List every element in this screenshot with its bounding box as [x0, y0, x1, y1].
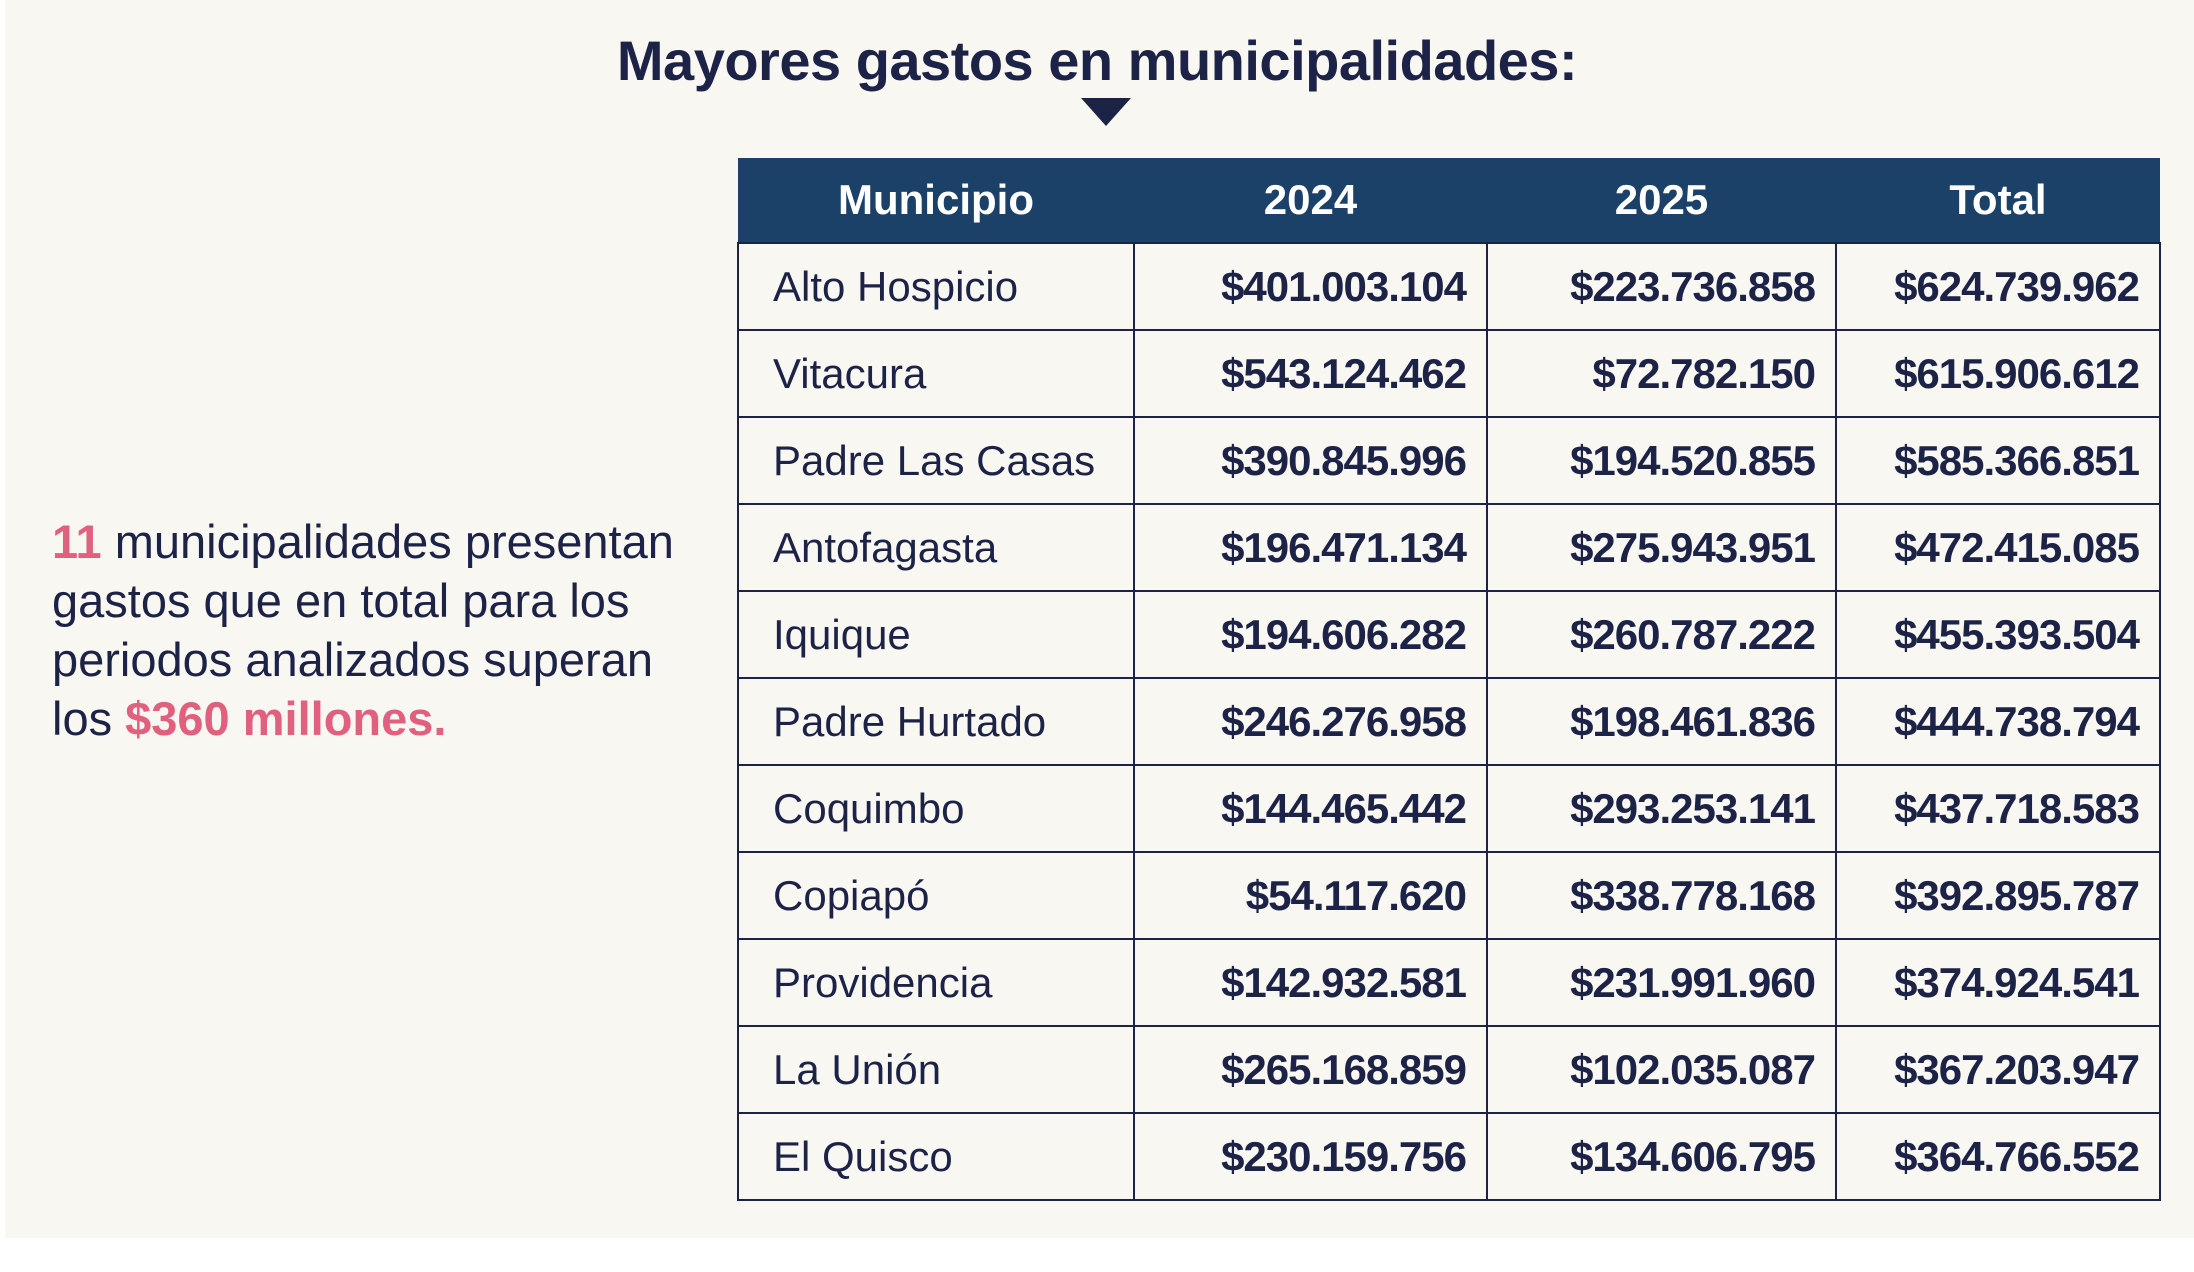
cell-2024: $401.003.104 — [1133, 242, 1488, 331]
count-highlight: 11 — [52, 515, 102, 568]
table-row: Providencia $142.932.581 $231.991.960 $374.… — [737, 938, 2161, 1027]
cell-total: $585.366.851 — [1835, 416, 2161, 505]
cell-municipio: Vitacura — [737, 329, 1135, 418]
table-row: Copiapó $54.117.620 $338.778.168 $392.895.7… — [737, 851, 2161, 940]
cell-2024: $54.117.620 — [1133, 851, 1488, 940]
cell-municipio: Antofagasta — [737, 503, 1135, 592]
cell-municipio: Copiapó — [737, 851, 1135, 940]
cell-total: $624.739.962 — [1835, 242, 2161, 331]
table-row: Iquique $194.606.282 $260.787.222 $455.393.… — [737, 590, 2161, 679]
table-row: Alto Hospicio $401.003.104 $223.736.858 $62… — [737, 242, 2161, 331]
header-2025: 2025 — [1487, 158, 1836, 243]
header-2024: 2024 — [1134, 158, 1487, 243]
cell-municipio: El Quisco — [737, 1112, 1135, 1201]
table-row: Coquimbo $144.465.442 $293.253.141 $437.718… — [737, 764, 2161, 853]
cell-2025: $194.520.855 — [1486, 416, 1837, 505]
cell-total: $455.393.504 — [1835, 590, 2161, 679]
cell-municipio: Providencia — [737, 938, 1135, 1027]
cell-2024: $390.845.996 — [1133, 416, 1488, 505]
cell-municipio: Iquique — [737, 590, 1135, 679]
expenses-table: Municipio 2024 2025 Total Alto Hospicio $… — [737, 158, 2161, 1201]
down-arrow-icon — [1081, 98, 1131, 126]
side-note: 11 municipalidades presentan gastos que … — [52, 512, 702, 748]
header-municipio: Municipio — [738, 158, 1134, 243]
cell-2024: $194.606.282 — [1133, 590, 1488, 679]
cell-municipio: Padre Las Casas — [737, 416, 1135, 505]
cell-2025: $260.787.222 — [1486, 590, 1837, 679]
table-header: Municipio 2024 2025 Total — [738, 158, 2160, 243]
cell-2024: $543.124.462 — [1133, 329, 1488, 418]
cell-2024: $142.932.581 — [1133, 938, 1488, 1027]
table-row: Padre Las Casas $390.845.996 $194.520.855 $… — [737, 416, 2161, 505]
cell-2024: $230.159.756 — [1133, 1112, 1488, 1201]
cell-2024: $144.465.442 — [1133, 764, 1488, 853]
cell-2025: $231.991.960 — [1486, 938, 1837, 1027]
table-row: Vitacura $543.124.462 $72.782.150 $615.906.… — [737, 329, 2161, 418]
table-row: El Quisco $230.159.756 $134.606.795 $364.76… — [737, 1112, 2161, 1201]
cell-2025: $223.736.858 — [1486, 242, 1837, 331]
header-total: Total — [1836, 158, 2160, 243]
page-title: Mayores gastos en municipalidades: — [616, 29, 1578, 92]
cell-total: $367.203.947 — [1835, 1025, 2161, 1114]
cell-total: $444.738.794 — [1835, 677, 2161, 766]
cell-total: $392.895.787 — [1835, 851, 2161, 940]
cell-2024: $265.168.859 — [1133, 1025, 1488, 1114]
cell-2025: $338.778.168 — [1486, 851, 1837, 940]
table-row: La Unión $265.168.859 $102.035.087 $367.203… — [737, 1025, 2161, 1114]
cell-total: $364.766.552 — [1835, 1112, 2161, 1201]
cell-total: $615.906.612 — [1835, 329, 2161, 418]
cell-municipio: Alto Hospicio — [737, 242, 1135, 331]
cell-municipio: La Unión — [737, 1025, 1135, 1114]
cell-2025: $72.782.150 — [1486, 329, 1837, 418]
cell-2025: $198.461.836 — [1486, 677, 1837, 766]
cell-municipio: Padre Hurtado — [737, 677, 1135, 766]
cell-municipio: Coquimbo — [737, 764, 1135, 853]
cell-2025: $134.606.795 — [1486, 1112, 1837, 1201]
cell-2025: $102.035.087 — [1486, 1025, 1837, 1114]
cell-total: $472.415.085 — [1835, 503, 2161, 592]
cell-2025: $293.253.141 — [1486, 764, 1837, 853]
table-row: Antofagasta $196.471.134 $275.943.951 $472.… — [737, 503, 2161, 592]
table-row: Padre Hurtado $246.276.958 $198.461.836 $44… — [737, 677, 2161, 766]
amount-highlight: $360 millones. — [125, 692, 447, 745]
cell-2024: $196.471.134 — [1133, 503, 1488, 592]
side-note-text: municipalidades presentan gastos que en … — [52, 515, 674, 745]
cell-2024: $246.276.958 — [1133, 677, 1488, 766]
cell-total: $374.924.541 — [1835, 938, 2161, 1027]
cell-2025: $275.943.951 — [1486, 503, 1837, 592]
cell-total: $437.718.583 — [1835, 764, 2161, 853]
